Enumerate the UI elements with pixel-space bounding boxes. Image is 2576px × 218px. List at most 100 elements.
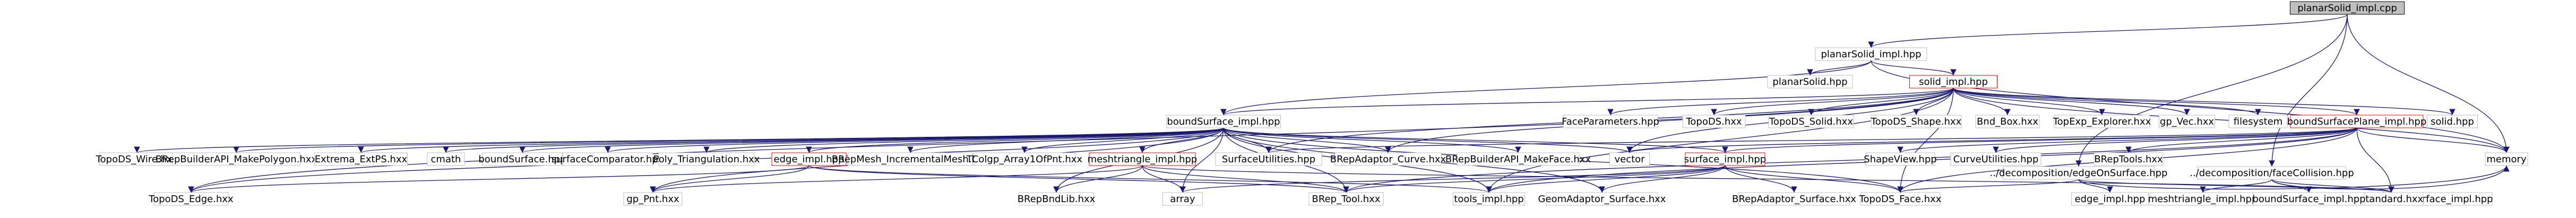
node-cmath[interactable]: cmath <box>427 152 465 166</box>
edge-n36-to-n44 <box>1343 165 1726 193</box>
node-surfaceutilities-hpp[interactable]: SurfaceUtilities.hpp <box>1215 152 1322 166</box>
node-brepbndlib-hxx[interactable]: BRepBndLib.hxx <box>1018 192 1096 206</box>
node-decomposition-edgeonsurface-hpp[interactable]: ../decomposition/edgeOnSurface.hpp <box>1990 166 2168 180</box>
node-array[interactable]: array <box>1162 192 1203 206</box>
node-memory[interactable]: memory <box>2485 152 2528 166</box>
node-surface-impl-hpp[interactable]: surface_impl.hpp <box>1684 152 1766 166</box>
node-tools-impl-hpp[interactable]: tools_impl.hpp <box>1453 192 1525 206</box>
node-label: surfaceComparator.hpp <box>552 154 664 165</box>
node-box <box>1860 192 1941 206</box>
node-poly-triangulation-hxx[interactable]: Poly_Triangulation.hxx <box>653 152 760 166</box>
node-solid-hpp[interactable]: solid.hpp <box>2427 115 2478 128</box>
node-label: cmath <box>431 154 461 165</box>
node-topods-hxx[interactable]: TopoDS.hxx <box>1682 115 1746 128</box>
node-vector[interactable]: vector <box>1609 152 1650 166</box>
edge-n5-to-n15 <box>1953 88 2360 116</box>
node-boundsurface-hpp[interactable]: boundSurface.hpp <box>478 152 566 166</box>
edge-n15-to-n32 <box>1266 127 2357 153</box>
node-label: solid_impl.hpp <box>1919 76 1988 88</box>
edge-n5-to-n8 <box>1711 88 1954 116</box>
edge-n36-to-n43 <box>1179 165 1726 193</box>
edge-n6-to-n36 <box>1223 127 1728 153</box>
node-extrema-extps-hxx[interactable]: Extrema_ExtPS.hxx <box>314 152 408 166</box>
node-label: gp_Vec.hxx <box>2160 116 2215 127</box>
node-label: planarSolid.hpp <box>1772 76 1847 88</box>
node-box <box>973 152 1075 166</box>
node-curveutilities-hpp[interactable]: CurveUtilities.hpp <box>1950 152 2041 166</box>
node-label: SurfaceUtilities.hpp <box>1222 154 1315 165</box>
edge-n6-to-n26 <box>605 127 1224 153</box>
node-label: boundSurface_impl.hpp <box>1167 116 1280 127</box>
edge-n5-to-n12 <box>1953 88 2105 116</box>
node-boundsurface-impl-hpp[interactable]: boundSurface_impl.hpp <box>2252 192 2366 206</box>
node-label: meshtriangle_impl.hpp <box>1088 154 1197 165</box>
node-box <box>771 152 847 166</box>
node-topods-wire-hxx[interactable]: TopoDS_Wire.hxx <box>96 152 178 166</box>
node-geomadaptor-surface-hxx[interactable]: GeomAdaptor_Surface.hxx <box>1538 192 1666 206</box>
node-decomposition-facecollision-hpp[interactable]: ../decomposition/faceCollision.hpp <box>2190 166 2354 180</box>
node-label: Bnd_Box.hxx <box>1977 116 2038 127</box>
node-box <box>1609 152 1650 166</box>
node-brepadaptor-curve-hxx[interactable]: BRepAdaptor_Curve.hxx <box>1330 152 1446 166</box>
edge-n28-to-n40 <box>188 165 809 193</box>
edge-n15-to-n44 <box>1343 127 2357 193</box>
node-box <box>1546 192 1658 206</box>
node-bnd-box-hxx[interactable]: Bnd_Box.hxx <box>1975 115 2040 128</box>
node-label: planarSolid_impl.hpp <box>1821 49 1921 60</box>
node-label: vector <box>1614 154 1645 165</box>
node-planarsolid-hpp[interactable]: planarSolid.hpp <box>1767 75 1853 89</box>
edge-n6-to-n27 <box>703 127 1224 153</box>
node-brepbuilderapi-makepolygon-hxx[interactable]: BRepBuilderAPI_MakePolygon.hxx <box>156 152 317 166</box>
edge-n28-to-n45 <box>808 165 1492 193</box>
node-label: memory <box>2486 154 2527 165</box>
edge-n6-to-n28 <box>806 127 1224 153</box>
node-surfacecomparator-hpp[interactable]: surfaceComparator.hpp <box>552 152 664 166</box>
node-meshtriangle-impl-hpp[interactable]: meshtriangle_impl.hpp <box>2148 192 2258 206</box>
node-brepbuilderapi-makeface-hxx[interactable]: BRepBuilderAPI_MakeFace.hxx <box>1445 152 1591 166</box>
node-box <box>1334 152 1442 166</box>
node-label: TopoDS_Face.hxx <box>1859 194 1942 205</box>
node-planarsolid-impl-hpp[interactable]: planarSolid_impl.hpp <box>1815 47 1927 61</box>
node-box <box>1308 192 1384 206</box>
node-box <box>314 152 408 166</box>
node-faceparameters-hpp[interactable]: FaceParameters.hpp <box>1562 115 1659 128</box>
node-topods-edge-hxx[interactable]: TopoDS_Edge.hxx <box>148 192 234 206</box>
edge-n31-to-n44 <box>1142 165 1349 193</box>
node-gp-pnt-hxx[interactable]: gp_Pnt.hxx <box>623 192 683 206</box>
node-brepmesh-incrementalmesh-hxx[interactable]: BRepMesh_IncrementalMesh.hxx <box>832 152 989 166</box>
node-filesystem[interactable]: filesystem <box>2228 115 2288 128</box>
edge-n1-to-n4 <box>1807 60 1872 76</box>
node-box <box>482 152 563 166</box>
edge-n6-to-n33 <box>1223 127 1391 153</box>
node-topods-solid-hxx[interactable]: TopoDS_Solid.hxx <box>1768 115 1854 128</box>
node-meshtriangle-impl-hpp[interactable]: meshtriangle_impl.hpp <box>1088 152 1197 166</box>
node-planarsolid-impl-cpp[interactable]: planarSolid_impl.cpp <box>2290 1 2405 15</box>
node-edge-impl-hpp[interactable]: edge_impl.hpp <box>2071 192 2149 206</box>
node-brepadaptor-surface-hxx[interactable]: BRepAdaptor_Surface.hxx <box>1732 192 1856 206</box>
node-label: edge_impl.hpp <box>774 154 845 165</box>
node-boundsurfaceplane-impl-hpp[interactable]: boundSurfacePlane_impl.hpp <box>2287 115 2427 128</box>
node-breptools-hxx[interactable]: BRepTools.hxx <box>2093 152 2164 166</box>
edge-n1-to-n6 <box>1220 60 1872 116</box>
node-solid-impl-hpp[interactable]: solid_impl.hpp <box>1909 75 1997 89</box>
node-shapeview-hpp[interactable]: ShapeView.hpp <box>1864 152 1937 166</box>
node-topexp-explorer-hxx[interactable]: TopExp_Explorer.hxx <box>2053 115 2151 128</box>
edge-n15-to-n49 <box>2356 127 2394 193</box>
node-tcolgp-array1ofpnt-hxx[interactable]: TColgp_Array1OfPnt.hxx <box>966 152 1083 166</box>
edge-n0-to-n1 <box>1868 14 2348 48</box>
node-box <box>1865 152 1935 166</box>
node-standard-hxx[interactable]: Standard.hxx <box>2359 192 2424 206</box>
node-edge-impl-hpp[interactable]: edge_impl.hpp <box>771 152 847 166</box>
node-topods-shape-hxx[interactable]: TopoDS_Shape.hxx <box>1871 115 1962 128</box>
node-topods-face-hxx[interactable]: TopoDS_Face.hxx <box>1859 192 1942 206</box>
node-box <box>1563 115 1658 128</box>
node-brep-tool-hxx[interactable]: BRep_Tool.hxx <box>1308 192 1384 206</box>
node-box <box>1975 115 2040 128</box>
edge-n5-to-n11 <box>1953 88 2011 116</box>
node-gp-vec-hxx[interactable]: gp_Vec.hxx <box>2159 115 2215 128</box>
node-box <box>1166 115 1281 128</box>
node-box <box>1019 192 1094 206</box>
node-label: BRepBuilderAPI_MakePolygon.hxx <box>156 154 317 165</box>
node-boundsurface-impl-hpp[interactable]: boundSurface_impl.hpp <box>1166 115 1281 128</box>
node-label: BRepBuilderAPI_MakeFace.hxx <box>1445 154 1591 165</box>
